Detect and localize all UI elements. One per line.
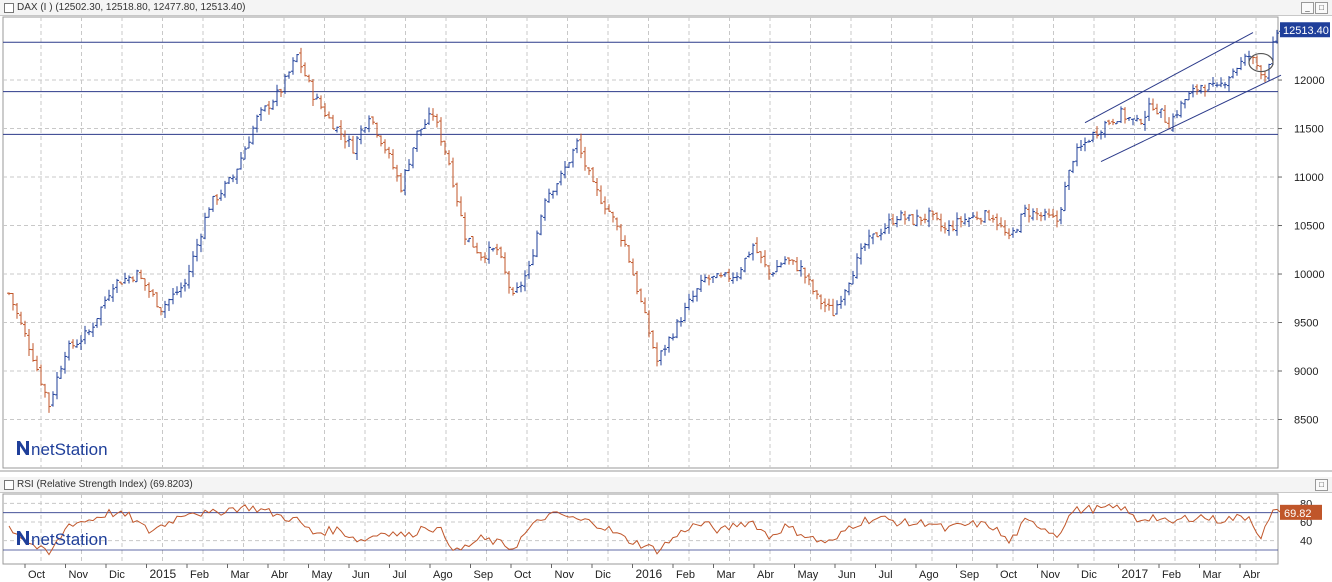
netstation-logo-rsi: netStation [17,530,108,549]
x-tick-label: Feb [190,569,209,581]
panel-icon [4,480,14,490]
y-tick-label: 11000 [1294,172,1324,184]
x-tick-label: Mar [1203,569,1222,581]
x-tick-label: Jun [352,569,370,581]
trend-channel-lower-line [1100,74,1282,162]
netstation-logo-text: netStation [31,530,108,549]
main-panel-title: DAX (I ) (12502.30, 12518.80, 12477.80, … [17,2,246,13]
x-tick-label: Oct [28,569,45,581]
x-tick-label: Feb [1162,569,1181,581]
maximize-button[interactable]: □ [1315,2,1328,14]
x-tick-label: Sep [960,569,980,581]
x-tick-label: Nov [1041,569,1061,581]
main-panel-title-bar: DAX (I ) (12502.30, 12518.80, 12477.80, … [0,0,1332,16]
ohlc-bars [7,29,1283,413]
netstation-logo: netStation [17,440,108,459]
x-tick-label: Ago [433,569,453,581]
y-tick-label: 10000 [1294,269,1325,281]
x-tick-label: May [312,569,333,581]
x-tick-label: 2015 [150,567,177,581]
x-tick-label: Ago [919,569,939,581]
y-tick-label: 11500 [1294,124,1324,136]
x-tick-label: Sep [474,569,494,581]
x-tick-label: Abr [1243,569,1260,581]
last-price-label: 12513.40 [1283,25,1329,37]
rsi-y-tick-label: 60 [1300,517,1312,529]
x-tick-label: Jun [838,569,856,581]
x-tick-label: Nov [69,569,89,581]
x-tick-label: Oct [1000,569,1017,581]
panel-icon [4,3,14,13]
netstation-logo-icon [17,531,29,545]
highlight-circle [1248,52,1274,73]
x-tick-label: Nov [555,569,575,581]
y-tick-label: 8500 [1294,415,1318,427]
rsi-y-tick-label: 40 [1300,536,1312,548]
netstation-logo-icon [17,441,29,455]
x-tick-label: Dic [1081,569,1097,581]
x-tick-label: Mar [231,569,250,581]
main-plot-area [2,16,1279,469]
rsi-panel-title: RSI (Relative Strength Index) (69.8203) [17,479,193,490]
x-tick-label: Feb [676,569,695,581]
x-tick-label: 2016 [636,567,663,581]
rsi-line [8,503,1282,556]
rsi-last-value-label: 69.82 [1284,508,1312,520]
x-tick-label: Dic [109,569,125,581]
x-tick-label: Dic [595,569,611,581]
rsi-last-value-badge [1280,504,1322,520]
x-tick-label: 2017 [1122,567,1149,581]
y-tick-label: 9000 [1294,366,1318,378]
x-tick-label: May [798,569,819,581]
maximize-button[interactable]: □ [1315,479,1328,491]
y-tick-label: 10500 [1294,221,1325,233]
x-tick-label: Jul [879,569,893,581]
netstation-logo-text: netStation [31,440,108,459]
x-tick-label: Abr [271,569,288,581]
rsi-panel-title-bar: RSI (Relative Strength Index) (69.8203) … [0,477,1332,493]
x-tick-label: Abr [757,569,774,581]
y-tick-label: 9500 [1294,318,1318,330]
x-tick-label: Mar [717,569,736,581]
x-tick-label: Jul [393,569,407,581]
last-price-badge [1280,22,1330,38]
minimize-button[interactable]: _ [1301,2,1314,14]
rsi-plot-area [2,493,1279,565]
trend-channel-upper-line [1084,32,1254,124]
x-tick-label: Oct [514,569,531,581]
y-tick-label: 12000 [1294,75,1325,87]
